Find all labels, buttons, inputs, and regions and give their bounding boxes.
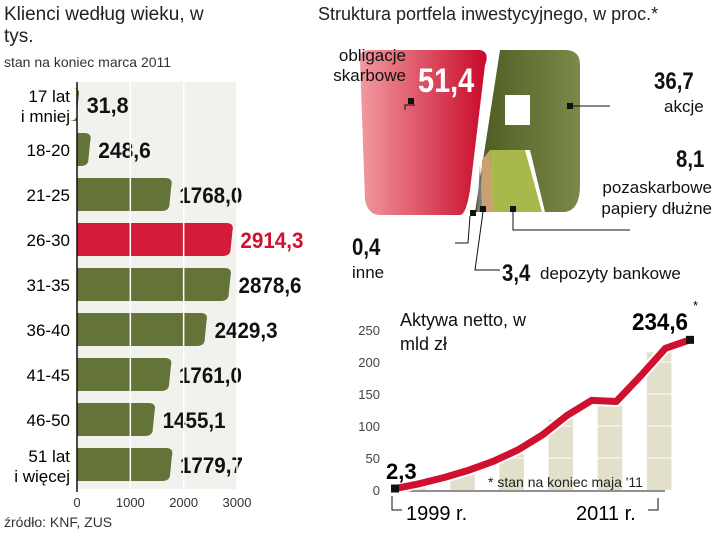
bar-8 — [77, 448, 173, 481]
x-label-end: 2011 r. — [576, 503, 636, 525]
x-tick-label: 1000 — [116, 495, 145, 510]
value-akcje: 36,7 — [654, 68, 694, 95]
bar-5 — [77, 313, 207, 346]
slice-akcje — [475, 50, 580, 212]
bar-1 — [77, 133, 91, 166]
category-label: 17 lat — [28, 87, 70, 106]
category-label: 51 lat — [28, 447, 70, 466]
portfolio-chart — [359, 50, 630, 271]
value-label: 1779,7 — [180, 453, 243, 478]
value-inne: 0,4 — [352, 234, 381, 261]
marker — [567, 103, 573, 109]
start-marker — [391, 484, 399, 493]
category-label: 26-30 — [27, 231, 70, 250]
value-pozaskarbowe: 8,1 — [676, 146, 705, 173]
value-label: 31,8 — [87, 93, 129, 118]
category-label: i więcej — [14, 467, 70, 486]
value-label: 2429,3 — [215, 318, 278, 343]
leader-line — [404, 104, 415, 110]
end-value-label: 234,6 — [632, 309, 688, 336]
end-asterisk: * — [693, 298, 698, 313]
marker — [408, 98, 414, 104]
bar-4 — [77, 268, 231, 301]
label-depozyty: depozyty bankowe — [540, 264, 681, 283]
marker — [470, 210, 476, 216]
bar-6 — [77, 358, 172, 391]
category-label: 46-50 — [27, 411, 70, 430]
category-label: 18-20 — [27, 141, 70, 160]
value-label: 1455,1 — [163, 408, 226, 433]
value-label: 2878,6 — [239, 273, 302, 298]
category-label: 21-25 — [27, 186, 70, 205]
y-tick-label: 200 — [358, 355, 380, 370]
value-obligacje: 51,4 — [418, 62, 475, 100]
source-note: źródło: KNF, ZUS — [4, 514, 113, 530]
start-value-label: 2,3 — [386, 459, 417, 484]
slice-pozaskarbowe — [490, 150, 542, 212]
bar-7 — [77, 403, 156, 436]
bar-3 — [77, 223, 233, 256]
value-label: 248,6 — [98, 138, 151, 163]
marker — [480, 206, 486, 212]
portfolio-title: Struktura portfela inwestycyjnego, w pro… — [318, 4, 659, 24]
category-label: 31-35 — [27, 276, 70, 295]
value-depozyty: 3,4 — [502, 260, 531, 287]
x-tick-label: 3000 — [223, 495, 252, 510]
value-label: 2914,3 — [240, 228, 303, 253]
x-tick-label: 2000 — [169, 495, 198, 510]
y-tick-label: 0 — [373, 483, 380, 498]
slice-inne — [477, 165, 482, 212]
marker — [510, 206, 516, 212]
label-inne: inne — [352, 263, 385, 282]
y-tick-label: 250 — [358, 323, 380, 338]
y-tick-label: 100 — [358, 419, 380, 434]
label-pozaskarbowe: pozaskarbowe papiery dłużne — [601, 178, 712, 218]
bg-stripe — [646, 352, 672, 490]
bar-chart-title: Klienci według wieku, w tys. — [4, 4, 234, 48]
x-label-start: 1999 r. — [406, 503, 467, 525]
category-label: 36-40 — [27, 321, 70, 340]
bar-chart-subtitle: stan na koniec marca 2011 — [4, 54, 172, 70]
value-label: 1768,0 — [179, 183, 242, 208]
footnote: * stan na koniec maja '11 — [488, 474, 643, 490]
label-akcje: akcje — [664, 97, 704, 116]
title-text: Klienci według wieku, w tys. — [4, 4, 204, 47]
line-chart-title: Aktywa netto, w mld zł — [400, 310, 527, 354]
bracket-left — [391, 496, 402, 511]
x-tick-label: 0 — [73, 495, 80, 510]
leader-line — [474, 211, 500, 271]
category-label: 41-45 — [27, 366, 70, 385]
y-tick-label: 150 — [358, 387, 380, 402]
slice-obligacje — [359, 50, 487, 215]
leader-line — [455, 215, 471, 244]
line-chart: 0 50 100 150 200 250 2,3 234,6 * * stan na koniec… — [358, 298, 700, 525]
y-tick-label: 50 — [366, 451, 380, 466]
leader-line — [512, 212, 630, 231]
bracket-right — [648, 498, 659, 511]
category-label: i mniej — [21, 107, 70, 126]
label-obligacje: obligacje skarbowe — [333, 46, 406, 85]
bg-stripe — [597, 405, 623, 490]
slice-depozyty — [480, 150, 493, 212]
end-marker — [686, 335, 694, 344]
value-label: 1761,0 — [179, 363, 242, 388]
bar-2 — [77, 178, 172, 211]
